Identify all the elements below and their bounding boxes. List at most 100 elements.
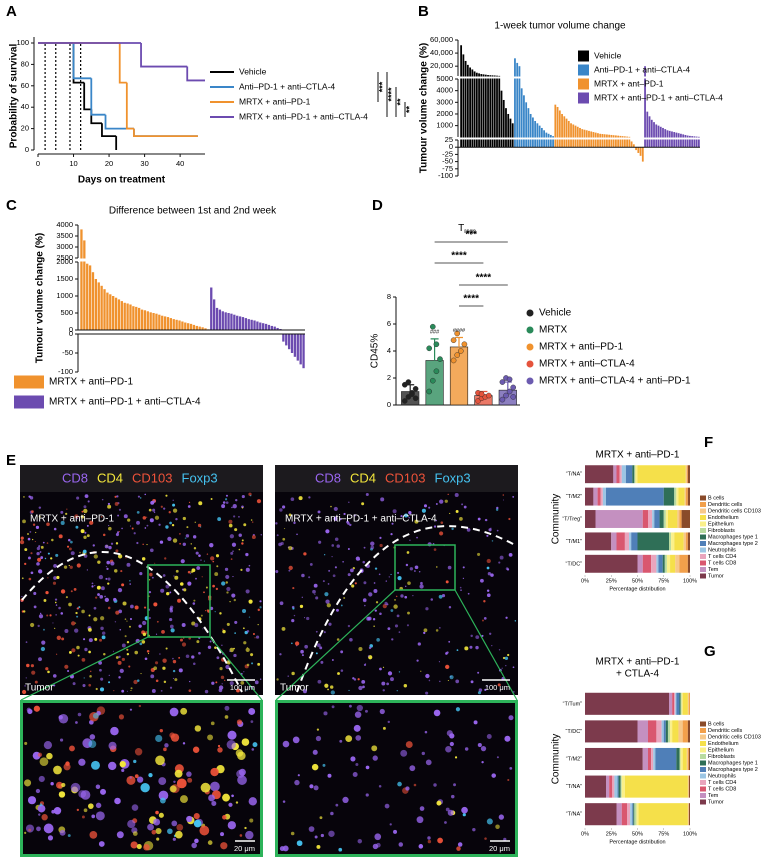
speckle bbox=[466, 528, 471, 532]
bar bbox=[86, 263, 89, 330]
panel-label: B bbox=[418, 3, 429, 20]
speckle bbox=[252, 742, 258, 748]
speckle bbox=[194, 838, 199, 844]
channel-label: CD8 bbox=[315, 470, 341, 485]
speckle bbox=[396, 614, 400, 618]
speckle bbox=[404, 513, 409, 518]
y-tick-label: 3000 bbox=[436, 97, 453, 106]
speckle bbox=[331, 705, 335, 709]
legend-swatch bbox=[700, 560, 706, 566]
legend-label: Fibroblasts bbox=[708, 528, 735, 534]
speckle bbox=[102, 533, 106, 537]
bar bbox=[293, 334, 297, 357]
speckle bbox=[66, 508, 68, 510]
speckle bbox=[252, 632, 255, 635]
speckle bbox=[30, 571, 34, 575]
speckle bbox=[225, 498, 228, 501]
speckle bbox=[158, 812, 164, 818]
speckle bbox=[190, 570, 194, 574]
y-tick-label: 25 bbox=[445, 135, 453, 144]
y-axis-title: Tumour volume change (%) bbox=[419, 43, 430, 173]
speckle bbox=[275, 570, 279, 574]
channel-label: CD8 bbox=[62, 470, 88, 485]
speckle bbox=[417, 642, 421, 646]
speckle bbox=[425, 759, 432, 766]
scale-label: 20 μm bbox=[234, 844, 255, 853]
speckle bbox=[39, 612, 42, 615]
speckle bbox=[84, 531, 87, 534]
legend-swatch bbox=[578, 92, 589, 104]
legend-label: Endothelium bbox=[708, 741, 739, 747]
speckle bbox=[126, 620, 128, 622]
bar-segment bbox=[682, 692, 688, 715]
x-tick-label: 30 bbox=[140, 159, 148, 168]
speckle bbox=[317, 679, 322, 684]
speckle bbox=[138, 624, 142, 628]
speckle bbox=[357, 678, 360, 681]
bar bbox=[608, 134, 611, 148]
speckle bbox=[246, 663, 250, 667]
bar-segment bbox=[664, 554, 667, 573]
speckle bbox=[134, 605, 139, 610]
speckle bbox=[106, 567, 109, 570]
speckle bbox=[20, 540, 25, 545]
speckle bbox=[72, 682, 76, 686]
speckle bbox=[241, 505, 244, 509]
speckle bbox=[367, 655, 370, 657]
speckle bbox=[339, 518, 342, 521]
speckle bbox=[294, 641, 300, 646]
speckle bbox=[435, 629, 439, 632]
legend-swatch bbox=[14, 375, 44, 389]
speckle bbox=[461, 806, 468, 814]
bar-segment bbox=[681, 510, 690, 528]
legend-swatch bbox=[700, 799, 706, 805]
speckle bbox=[108, 545, 112, 550]
speckle bbox=[58, 791, 66, 798]
bar bbox=[94, 279, 98, 330]
legend-label: Tem bbox=[708, 567, 719, 573]
speckle bbox=[456, 846, 461, 851]
speckle bbox=[107, 577, 111, 581]
speckle bbox=[355, 762, 359, 767]
speckle bbox=[230, 558, 233, 560]
speckle bbox=[308, 826, 315, 832]
speckle bbox=[499, 555, 504, 560]
speckle bbox=[208, 794, 215, 802]
speckle bbox=[250, 519, 253, 521]
legend-label: MRTX + anti–PD-1 + anti–CTLA-4 bbox=[49, 397, 201, 408]
speckle bbox=[131, 804, 139, 811]
speckle bbox=[229, 600, 231, 603]
bar-segment bbox=[688, 803, 690, 826]
bar bbox=[464, 60, 467, 148]
speckle bbox=[509, 767, 513, 770]
speckle bbox=[346, 520, 350, 524]
bar-segment bbox=[680, 747, 683, 771]
speckle bbox=[28, 577, 32, 581]
bar-segment bbox=[602, 487, 606, 506]
speckle bbox=[349, 523, 352, 527]
speckle bbox=[158, 790, 169, 801]
speckle bbox=[483, 600, 486, 603]
speckle bbox=[165, 525, 169, 529]
speckle bbox=[331, 544, 335, 547]
speckle bbox=[284, 528, 286, 530]
speckle bbox=[473, 720, 478, 725]
speckle bbox=[174, 575, 179, 580]
bar bbox=[502, 99, 505, 148]
speckle bbox=[248, 708, 256, 715]
x-tick-label: 50% bbox=[632, 831, 643, 837]
speckle bbox=[328, 569, 331, 572]
speckle bbox=[238, 533, 242, 537]
bar bbox=[250, 319, 253, 330]
x-tick-label: 20 bbox=[105, 159, 113, 168]
bar-segment bbox=[606, 775, 610, 798]
legend-swatch bbox=[700, 547, 706, 553]
speckle bbox=[440, 521, 444, 524]
bar bbox=[639, 147, 642, 156]
bar bbox=[623, 136, 626, 148]
speckle bbox=[107, 502, 111, 506]
legend-label: MRTX + anti–CTLA-4 + anti–PD-1 bbox=[539, 376, 691, 387]
bar bbox=[480, 74, 483, 148]
speckle bbox=[497, 683, 501, 687]
speckle bbox=[457, 842, 463, 847]
